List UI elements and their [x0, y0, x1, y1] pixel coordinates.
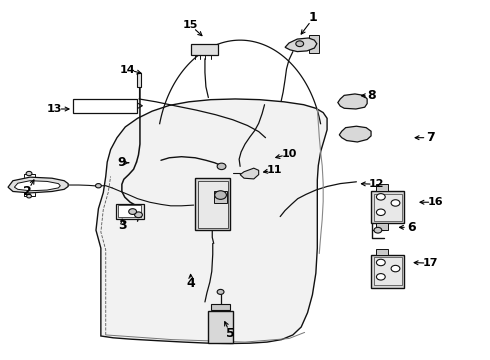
Text: 8: 8 — [368, 89, 376, 102]
Bar — [191, 44, 218, 55]
Circle shape — [135, 212, 143, 218]
Circle shape — [26, 194, 31, 198]
Circle shape — [376, 209, 385, 216]
Circle shape — [217, 289, 224, 294]
Text: 14: 14 — [120, 64, 136, 75]
Circle shape — [26, 171, 32, 176]
Text: 7: 7 — [426, 131, 435, 144]
Bar — [376, 184, 388, 192]
Polygon shape — [240, 168, 259, 179]
Circle shape — [296, 41, 304, 46]
Bar — [116, 204, 144, 219]
Bar — [376, 223, 388, 230]
Circle shape — [376, 194, 385, 200]
Text: 16: 16 — [428, 197, 443, 207]
Polygon shape — [96, 99, 327, 343]
Bar — [371, 192, 404, 223]
Text: 6: 6 — [407, 221, 416, 234]
Bar — [211, 304, 230, 310]
Bar — [373, 257, 402, 285]
Circle shape — [376, 259, 385, 266]
Circle shape — [391, 265, 400, 272]
Bar — [137, 73, 142, 87]
Circle shape — [217, 163, 226, 170]
Polygon shape — [14, 181, 60, 191]
Circle shape — [215, 191, 226, 199]
Text: 10: 10 — [281, 149, 296, 159]
Polygon shape — [8, 177, 68, 193]
Bar — [371, 255, 404, 288]
Bar — [214, 192, 227, 203]
Circle shape — [376, 274, 385, 280]
Bar — [195, 178, 230, 230]
Circle shape — [374, 227, 382, 233]
Text: 5: 5 — [226, 327, 235, 340]
Circle shape — [391, 200, 400, 206]
Text: 1: 1 — [309, 12, 318, 24]
Bar — [73, 99, 137, 113]
Bar — [373, 194, 402, 221]
Text: 11: 11 — [267, 165, 282, 175]
Bar — [376, 249, 388, 255]
Polygon shape — [339, 126, 371, 142]
Text: 3: 3 — [119, 219, 127, 233]
Bar — [309, 36, 319, 53]
Text: 15: 15 — [183, 20, 198, 30]
Bar — [118, 206, 142, 217]
Text: 13: 13 — [47, 104, 62, 114]
Bar — [208, 311, 233, 343]
Text: 17: 17 — [423, 258, 439, 268]
Polygon shape — [285, 38, 317, 51]
Text: 9: 9 — [118, 156, 126, 169]
Text: 12: 12 — [369, 179, 385, 189]
Polygon shape — [338, 94, 367, 109]
Text: 2: 2 — [23, 185, 32, 198]
Bar — [197, 181, 228, 228]
Circle shape — [96, 184, 101, 188]
Circle shape — [129, 209, 137, 215]
Text: 4: 4 — [187, 278, 196, 291]
